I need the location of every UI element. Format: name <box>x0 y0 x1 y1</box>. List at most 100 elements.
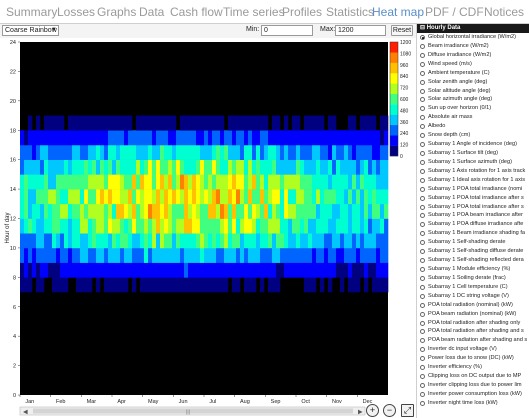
list-item[interactable]: Snow depth (cm) <box>417 131 529 140</box>
list-item[interactable]: Inverter night time loss (kW) <box>417 399 529 408</box>
zoom-out-button[interactable]: − <box>383 404 396 417</box>
list-item[interactable]: Solar zenith angle (deg) <box>417 78 529 87</box>
list-item[interactable]: Subarray 1 Beam irradiance shading fa <box>417 229 529 238</box>
radio-icon[interactable] <box>420 347 425 353</box>
list-item[interactable]: Subarray 1 POA total irradiance after s <box>417 194 529 203</box>
tab-time-series[interactable]: Time series <box>223 5 285 19</box>
list-item[interactable]: POA beam radiation after shading and s <box>417 336 529 345</box>
scrollbar-thumb[interactable] <box>33 408 353 414</box>
tab-data[interactable]: Data <box>139 5 165 19</box>
tab-summary[interactable]: Summary <box>6 5 58 19</box>
radio-icon[interactable] <box>420 106 425 112</box>
radio-icon[interactable] <box>420 222 425 228</box>
list-item[interactable]: Subarray 1 DC string voltage (V) <box>417 292 529 301</box>
list-item[interactable]: Subarray 1 POA beam irradiance after <box>417 211 529 220</box>
list-item[interactable]: Subarray 1 POA diffuse irradiance afte <box>417 220 529 229</box>
tab-notices[interactable]: Notices <box>484 5 525 19</box>
list-item[interactable]: Subarray 1 Module efficiency (%) <box>417 265 529 274</box>
list-item[interactable]: Inverter clipping loss due to power lim <box>417 381 529 390</box>
radio-icon[interactable] <box>420 382 425 388</box>
radio-icon[interactable] <box>420 374 425 380</box>
list-item[interactable]: Subarray 1 Angle of incidence (deg) <box>417 140 529 149</box>
radio-icon[interactable] <box>420 275 425 281</box>
radio-icon[interactable] <box>420 240 425 246</box>
list-item[interactable]: Solar azimuth angle (deg) <box>417 95 529 104</box>
radio-icon[interactable] <box>420 356 425 362</box>
list-item[interactable]: POA beam radiation (nominal) (kW) <box>417 310 529 319</box>
scroll-right-icon[interactable]: ▶ <box>358 410 363 416</box>
radio-icon[interactable] <box>420 177 425 183</box>
radio-icon[interactable] <box>420 204 425 210</box>
list-item[interactable]: Inverter power consumption loss (kW) <box>417 390 529 399</box>
tab-pdf-cdf[interactable]: PDF / CDF <box>425 5 484 19</box>
list-header[interactable]: ⊟ Hourly Data <box>417 24 529 33</box>
radio-icon[interactable] <box>420 70 425 76</box>
colormap-select[interactable]: Coarse Rainbow ▼ <box>2 25 59 36</box>
list-item[interactable]: Wind speed (m/s) <box>417 60 529 69</box>
tab-statistics[interactable]: Statistics <box>326 5 375 19</box>
radio-icon[interactable] <box>420 150 425 156</box>
tab-profiles[interactable]: Profiles <box>282 5 323 19</box>
radio-icon[interactable] <box>420 142 425 148</box>
list-item[interactable]: POA total radiation after shading and s <box>417 327 529 336</box>
radio-icon[interactable] <box>420 124 425 130</box>
list-item[interactable]: Subarray 1 POA total irradiance (nomi <box>417 185 529 194</box>
list-item[interactable]: Beam irradiance (W/m2) <box>417 42 529 51</box>
list-item[interactable]: POA total radiation (nominal) (kW) <box>417 301 529 310</box>
radio-icon[interactable] <box>420 338 425 344</box>
radio-icon[interactable] <box>420 293 425 299</box>
radio-icon[interactable] <box>420 400 425 406</box>
tab-losses[interactable]: Losses <box>57 5 96 19</box>
list-item[interactable]: Subarray 1 Self-shading diffuse derate <box>417 247 529 256</box>
radio-icon[interactable] <box>420 231 425 237</box>
reset-button[interactable]: Reset <box>391 25 413 36</box>
radio-icon[interactable] <box>420 365 425 371</box>
radio-icon[interactable] <box>420 320 425 326</box>
scroll-left-icon[interactable]: ◀ <box>23 410 28 416</box>
radio-icon[interactable] <box>420 302 425 308</box>
radio-icon[interactable] <box>420 311 425 317</box>
radio-icon[interactable] <box>420 52 425 58</box>
list-item[interactable]: Inverter efficiency (%) <box>417 363 529 372</box>
list-item[interactable]: Ambient temperature (C) <box>417 69 529 78</box>
max-input[interactable]: 1200 <box>335 25 386 36</box>
radio-icon[interactable] <box>420 61 425 67</box>
list-item[interactable]: Subarray 1 Self-shading reflected dera <box>417 256 529 265</box>
list-item[interactable]: POA total radiation after shading only <box>417 319 529 328</box>
list-item[interactable]: Solar altitude angle (deg) <box>417 87 529 96</box>
radio-icon[interactable] <box>420 213 425 219</box>
tab-cash-flow[interactable]: Cash flow <box>170 5 223 19</box>
list-item[interactable]: Inverter dc input voltage (V) <box>417 345 529 354</box>
min-input[interactable]: 0 <box>261 25 313 36</box>
radio-icon[interactable] <box>420 43 425 49</box>
radio-icon[interactable] <box>420 391 425 397</box>
radio-icon[interactable] <box>420 88 425 94</box>
radio-icon[interactable] <box>420 195 425 201</box>
radio-icon[interactable] <box>420 168 425 174</box>
list-item[interactable]: Clipping loss on DC output due to MP <box>417 372 529 381</box>
radio-icon[interactable] <box>420 159 425 165</box>
radio-icon[interactable] <box>420 258 425 264</box>
list-item[interactable]: Subarray 1 Soiling derate (frac) <box>417 274 529 283</box>
tab-graphs[interactable]: Graphs <box>97 5 137 19</box>
list-item[interactable]: Diffuse irradiance (W/m2) <box>417 51 529 60</box>
list-item[interactable]: Subarray 1 POA total irradiance after s <box>417 203 529 212</box>
list-item[interactable]: Sun up over horizon (0/1) <box>417 104 529 113</box>
zoom-fit-button[interactable]: ⤢ <box>401 404 414 417</box>
zoom-in-button[interactable]: + <box>366 404 379 417</box>
list-item[interactable]: Subarray 1 Cell temperature (C) <box>417 283 529 292</box>
list-item[interactable]: Subarray 1 Axis rotation for 1 axis trac… <box>417 167 529 176</box>
radio-icon[interactable] <box>420 115 425 121</box>
list-item[interactable]: Global horizontal irradiance (W/m2) <box>417 33 529 42</box>
list-item[interactable]: Absolute air mass <box>417 113 529 122</box>
list-item[interactable]: Albedo <box>417 122 529 131</box>
collapse-icon[interactable]: ⊟ <box>420 25 427 31</box>
list-item[interactable]: Subarray 1 Surface azimuth (deg) <box>417 158 529 167</box>
radio-icon[interactable] <box>420 186 425 192</box>
list-item[interactable]: Power loss due to snow (DC) (kW) <box>417 354 529 363</box>
list-item[interactable]: Subarray 1 Self-shading derate <box>417 238 529 247</box>
list-item[interactable]: Subarray 1 Surface tilt (deg) <box>417 149 529 158</box>
radio-icon[interactable] <box>420 329 425 335</box>
radio-icon[interactable] <box>420 79 425 85</box>
radio-icon[interactable] <box>420 133 425 139</box>
